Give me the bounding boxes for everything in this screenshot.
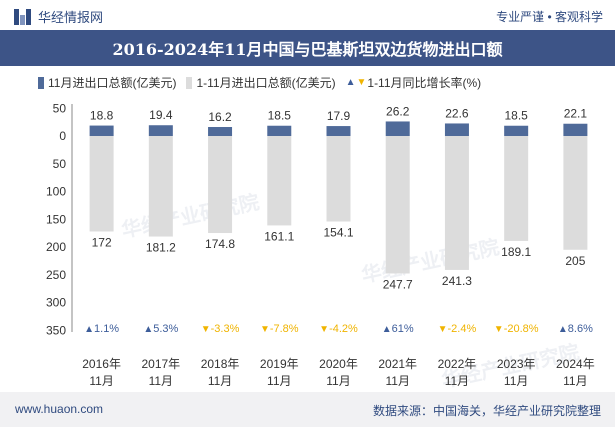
x-tick-label-year: 2017年 (141, 357, 180, 371)
monthly-bar (89, 125, 114, 136)
cumulative-bar (444, 136, 469, 270)
cumulative-data-label: 161.1 (264, 229, 294, 243)
y-tick-label: 0 (59, 129, 66, 143)
chart-plot: 50 0 50 100 150 200 250 300 350 18.8 172 ▲1.1% 2016年… (46, 101, 595, 388)
cumulative-data-label: 172 (92, 235, 112, 249)
growth-label: ▼-7.8% (260, 323, 299, 335)
monthly-data-label: 22.1 (564, 107, 588, 121)
x-tick-label-year: 2020年 (319, 357, 358, 371)
monthly-data-label: 18.8 (90, 109, 114, 123)
y-tick-label: 150 (46, 212, 66, 226)
y-tick-label: 300 (46, 296, 66, 310)
cumulative-bar (385, 136, 410, 274)
monthly-bar (148, 125, 173, 136)
x-tick-label-year: 2023年 (497, 357, 536, 371)
chart-title: 2016-2024年11月中国与巴基斯坦双边货物进出口额 (112, 40, 503, 59)
x-tick-label-month: 11月 (326, 374, 350, 388)
legend-item-growth: ▲ ▼ 1-11月同比增长率(%) (346, 74, 482, 91)
cumulative-bar (563, 136, 588, 250)
monthly-bar (504, 125, 529, 136)
cumulative-data-label: 189.1 (501, 245, 531, 259)
monthly-data-label: 18.5 (504, 109, 528, 123)
cumulative-bar (89, 136, 114, 232)
up-triangle-icon: ▲ (345, 77, 356, 88)
logo-icon (14, 8, 32, 25)
cumulative-data-label: 154.1 (323, 226, 353, 240)
y-tick-label: 250 (46, 268, 66, 282)
monthly-data-label: 22.6 (445, 106, 469, 120)
x-tick-label-year: 2018年 (201, 357, 240, 371)
y-tick-label: 100 (46, 185, 66, 199)
y-tick-label: 350 (46, 323, 66, 337)
legend-label-cumulative: 1-11月进出口总额(亿美元) (196, 76, 336, 90)
legend-item-monthly: 11月进出口总额(亿美元) (38, 74, 176, 91)
x-tick-label-year: 2019年 (260, 357, 299, 371)
cumulative-bar (267, 136, 292, 226)
monthly-data-label: 16.2 (208, 110, 232, 124)
title-bar: 2016-2024年11月中国与巴基斯坦双边货物进出口额 (0, 30, 615, 66)
monthly-bar (385, 121, 410, 136)
growth-label: ▲1.1% (84, 323, 119, 335)
x-tick-label-year: 2016年 (82, 357, 121, 371)
cumulative-data-label: 205 (565, 254, 585, 268)
x-tick-label-month: 11月 (385, 374, 409, 388)
x-tick-label-month: 11月 (445, 374, 469, 388)
monthly-bar (267, 125, 292, 136)
legend-item-cumulative: 1-11月进出口总额(亿美元) (186, 74, 336, 91)
growth-label: ▼-2.4% (438, 323, 477, 335)
brand: 华经情报网 (14, 7, 103, 26)
growth-label: ▼-3.3% (201, 323, 240, 335)
legend-label-monthly: 11月进出口总额(亿美元) (48, 76, 177, 90)
data-source: 数据来源：中国海关，华经产业研究院整理 (372, 404, 601, 418)
growth-label: ▼-4.2% (319, 323, 358, 335)
growth-label: ▲8.6% (558, 323, 593, 335)
site-url: www.huaon.com (15, 402, 104, 416)
brand-name: 华经情报网 (38, 10, 104, 25)
y-tick-label: 50 (53, 101, 67, 115)
growth-label: ▼-20.8% (494, 323, 539, 335)
growth-label: ▲61% (382, 323, 414, 335)
cumulative-data-label: 247.7 (383, 277, 413, 291)
down-triangle-icon: ▼ (356, 77, 367, 88)
monthly-bar (326, 126, 351, 136)
monthly-bar (444, 123, 469, 136)
monthly-data-label: 18.5 (268, 109, 292, 123)
x-tick-label-month: 11月 (267, 374, 291, 388)
top-bar: 华经情报网 专业严谨 • 客观科学 (0, 0, 615, 30)
legend-label-growth: 1-11月同比增长率(%) (367, 76, 482, 90)
cumulative-data-label: 181.2 (146, 241, 176, 255)
monthly-data-label: 17.9 (327, 109, 351, 123)
legend-swatch-monthly (38, 76, 44, 89)
x-tick-label-year: 2024年 (556, 357, 595, 371)
x-tick-label-year: 2022年 (438, 357, 477, 371)
monthly-bar (563, 123, 588, 136)
cumulative-data-label: 241.3 (442, 274, 472, 288)
cumulative-bar (326, 136, 351, 222)
monthly-bar (208, 127, 233, 136)
x-tick-label-month: 11月 (208, 374, 232, 388)
legend: 11月进出口总额(亿美元) 1-11月进出口总额(亿美元) ▲ ▼ 1-11月同… (38, 74, 491, 91)
cumulative-bar (504, 136, 529, 241)
cumulative-bar (148, 136, 173, 237)
x-tick-label-month: 11月 (89, 374, 113, 388)
monthly-data-label: 19.4 (149, 108, 173, 122)
cumulative-data-label: 174.8 (205, 237, 235, 251)
x-tick-label-year: 2021年 (378, 357, 417, 371)
cumulative-bar (208, 136, 233, 234)
footer: www.huaon.com 数据来源：中国海关，华经产业研究院整理 (0, 392, 615, 427)
y-tick-label: 50 (53, 157, 67, 171)
legend-swatch-cumulative (186, 76, 193, 89)
monthly-data-label: 26.2 (386, 104, 410, 118)
x-tick-label-month: 11月 (504, 374, 528, 388)
growth-label: ▲5.3% (143, 323, 178, 335)
tagline: 专业严谨 • 客观科学 (496, 10, 603, 24)
x-tick-label-month: 11月 (563, 374, 587, 388)
x-tick-label-month: 11月 (149, 374, 173, 388)
y-tick-label: 200 (46, 240, 66, 254)
